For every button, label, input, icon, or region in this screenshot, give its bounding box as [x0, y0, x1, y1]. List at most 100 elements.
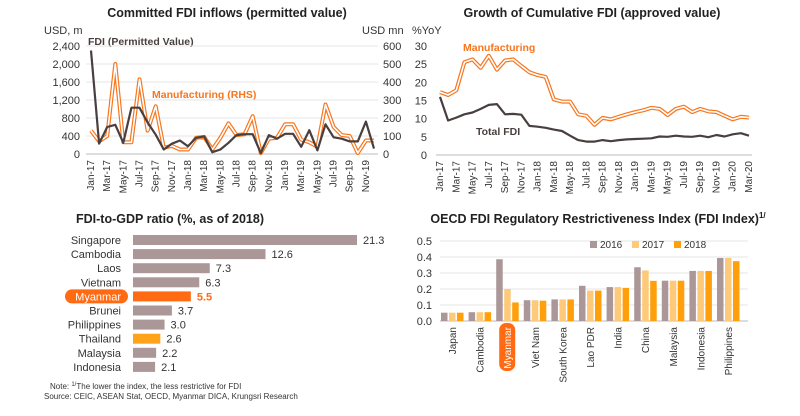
- legend-swatch: [590, 241, 597, 248]
- bar-singapore: [133, 235, 357, 245]
- x-tick: May-19: [663, 161, 674, 195]
- y-tick-left: 1,600: [52, 77, 80, 89]
- bar-2017: [697, 270, 704, 321]
- series-label-total-fdi: Total FDI: [476, 126, 520, 138]
- bar-2016: [441, 312, 448, 321]
- legend-label: 2017: [642, 240, 665, 251]
- category-label: China: [641, 327, 652, 354]
- y-tick-right: 200: [383, 113, 401, 125]
- category-label: Philippines: [68, 320, 122, 332]
- x-tick: Jul-17: [135, 160, 146, 188]
- y-tick-left: 0: [74, 149, 80, 161]
- x-tick: Jul-18: [232, 160, 243, 188]
- x-tick: Sep-17: [151, 160, 162, 193]
- value-label: 3.0: [171, 320, 186, 332]
- bar-2018: [512, 302, 519, 321]
- bar-2016: [634, 267, 641, 321]
- bar-2016: [689, 270, 696, 321]
- highlight-pill: [65, 289, 128, 304]
- y-tick-left: 2,000: [52, 59, 80, 71]
- x-tick: May-17: [118, 160, 129, 194]
- footer: Note: 1/The lower the index, the less re…: [44, 382, 298, 401]
- category-label: Japan: [448, 327, 459, 354]
- y-tick: 0: [421, 150, 427, 162]
- value-label: 2.6: [166, 334, 181, 346]
- x-tick: Jul-17: [484, 161, 495, 189]
- manufacturing-line-inner: [439, 55, 750, 126]
- value-label: 12.6: [272, 249, 293, 261]
- note-prefix: Note:: [50, 382, 71, 391]
- value-label: 2.2: [162, 348, 177, 360]
- chart-title-text: OECD FDI Regulatory Restrictiveness Inde…: [430, 212, 759, 226]
- category-label: Singapore: [71, 235, 121, 247]
- y-tick: 30: [415, 41, 427, 53]
- bar-laos: [133, 263, 210, 274]
- bar-malaysia: [133, 347, 157, 358]
- bar-2016: [496, 259, 503, 321]
- bar-vietnam: [133, 277, 200, 288]
- x-tick: Mar-17: [102, 160, 113, 192]
- x-tick: Mar-20: [744, 161, 755, 193]
- bar-2017: [559, 299, 566, 321]
- bar-2017: [642, 270, 649, 321]
- bar-2018: [622, 287, 630, 321]
- x-tick: Mar-18: [199, 160, 210, 192]
- y-tick: 0.3: [417, 268, 432, 280]
- bar-2017: [476, 312, 484, 321]
- x-tick: Mar-19: [646, 161, 657, 193]
- category-label: Philippines: [724, 327, 735, 375]
- x-tick: Jan-18: [183, 160, 194, 191]
- x-tick: May-18: [565, 161, 576, 195]
- bar-2016: [551, 299, 558, 321]
- x-tick: Nov-18: [614, 161, 625, 194]
- bar-2017: [531, 300, 539, 321]
- series-label-fdi: FDI (Permitted Value): [88, 36, 194, 48]
- bar-2016: [606, 287, 614, 321]
- bar-2017: [449, 312, 456, 321]
- footnote: Note: 1/The lower the index, the less re…: [50, 382, 241, 391]
- category-label: Laos: [97, 263, 121, 275]
- bar-2016: [468, 312, 476, 321]
- x-tick: Nov-17: [516, 161, 527, 194]
- bar-brunei: [133, 305, 172, 316]
- y-tick-right: 600: [383, 41, 401, 53]
- cumulative-fdi-growth-chart: Growth of Cumulative FDI (approved value…: [412, 6, 755, 194]
- bar-2018: [539, 300, 547, 321]
- y-tick: 0.2: [417, 284, 432, 296]
- left-axis-unit: USD, m: [44, 25, 83, 37]
- y-tick: 15: [415, 96, 427, 108]
- x-tick: May-18: [215, 160, 226, 194]
- category-label: Indonesia: [73, 362, 122, 374]
- value-label: 3.7: [178, 306, 193, 318]
- category-label: Malaysia: [78, 348, 122, 360]
- x-tick: Sep-18: [598, 161, 609, 194]
- series-label-manufacturing: Manufacturing (RHS): [152, 89, 256, 101]
- y-tick-left: 1,200: [52, 95, 80, 107]
- bar-2018: [567, 299, 574, 321]
- manufacturing-line-inner: [90, 63, 374, 154]
- bar-2018: [677, 280, 685, 321]
- source: Source: CEIC, ASEAN Stat, OECD, Myanmar …: [44, 392, 298, 401]
- x-tick: Jan-19: [280, 160, 291, 191]
- value-label: 21.3: [363, 235, 384, 247]
- category-label: India: [614, 327, 625, 349]
- bar-2018: [595, 290, 602, 321]
- x-tick: Mar-19: [296, 160, 307, 192]
- series-label-manufacturing: Manufacturing: [463, 42, 535, 54]
- x-tick: Sep-19: [695, 161, 706, 194]
- value-label: 7.3: [216, 263, 231, 275]
- category-label: Thailand: [79, 334, 121, 346]
- y-tick-left: 800: [62, 113, 80, 125]
- y-tick-right: 0: [383, 149, 389, 161]
- y-tick: 0.5: [417, 236, 432, 248]
- x-tick: Sep-17: [500, 161, 511, 194]
- x-tick: Nov-19: [711, 161, 722, 194]
- x-tick: Jan-18: [533, 161, 544, 192]
- x-tick: Jul-18: [581, 161, 592, 189]
- chart-title-sup: 1/: [759, 211, 766, 220]
- y-tick-right: 500: [383, 59, 401, 71]
- bar-thailand: [133, 333, 161, 344]
- bar-2018: [484, 312, 492, 321]
- highlight-pill: [499, 323, 516, 371]
- x-tick: Nov-18: [264, 160, 275, 193]
